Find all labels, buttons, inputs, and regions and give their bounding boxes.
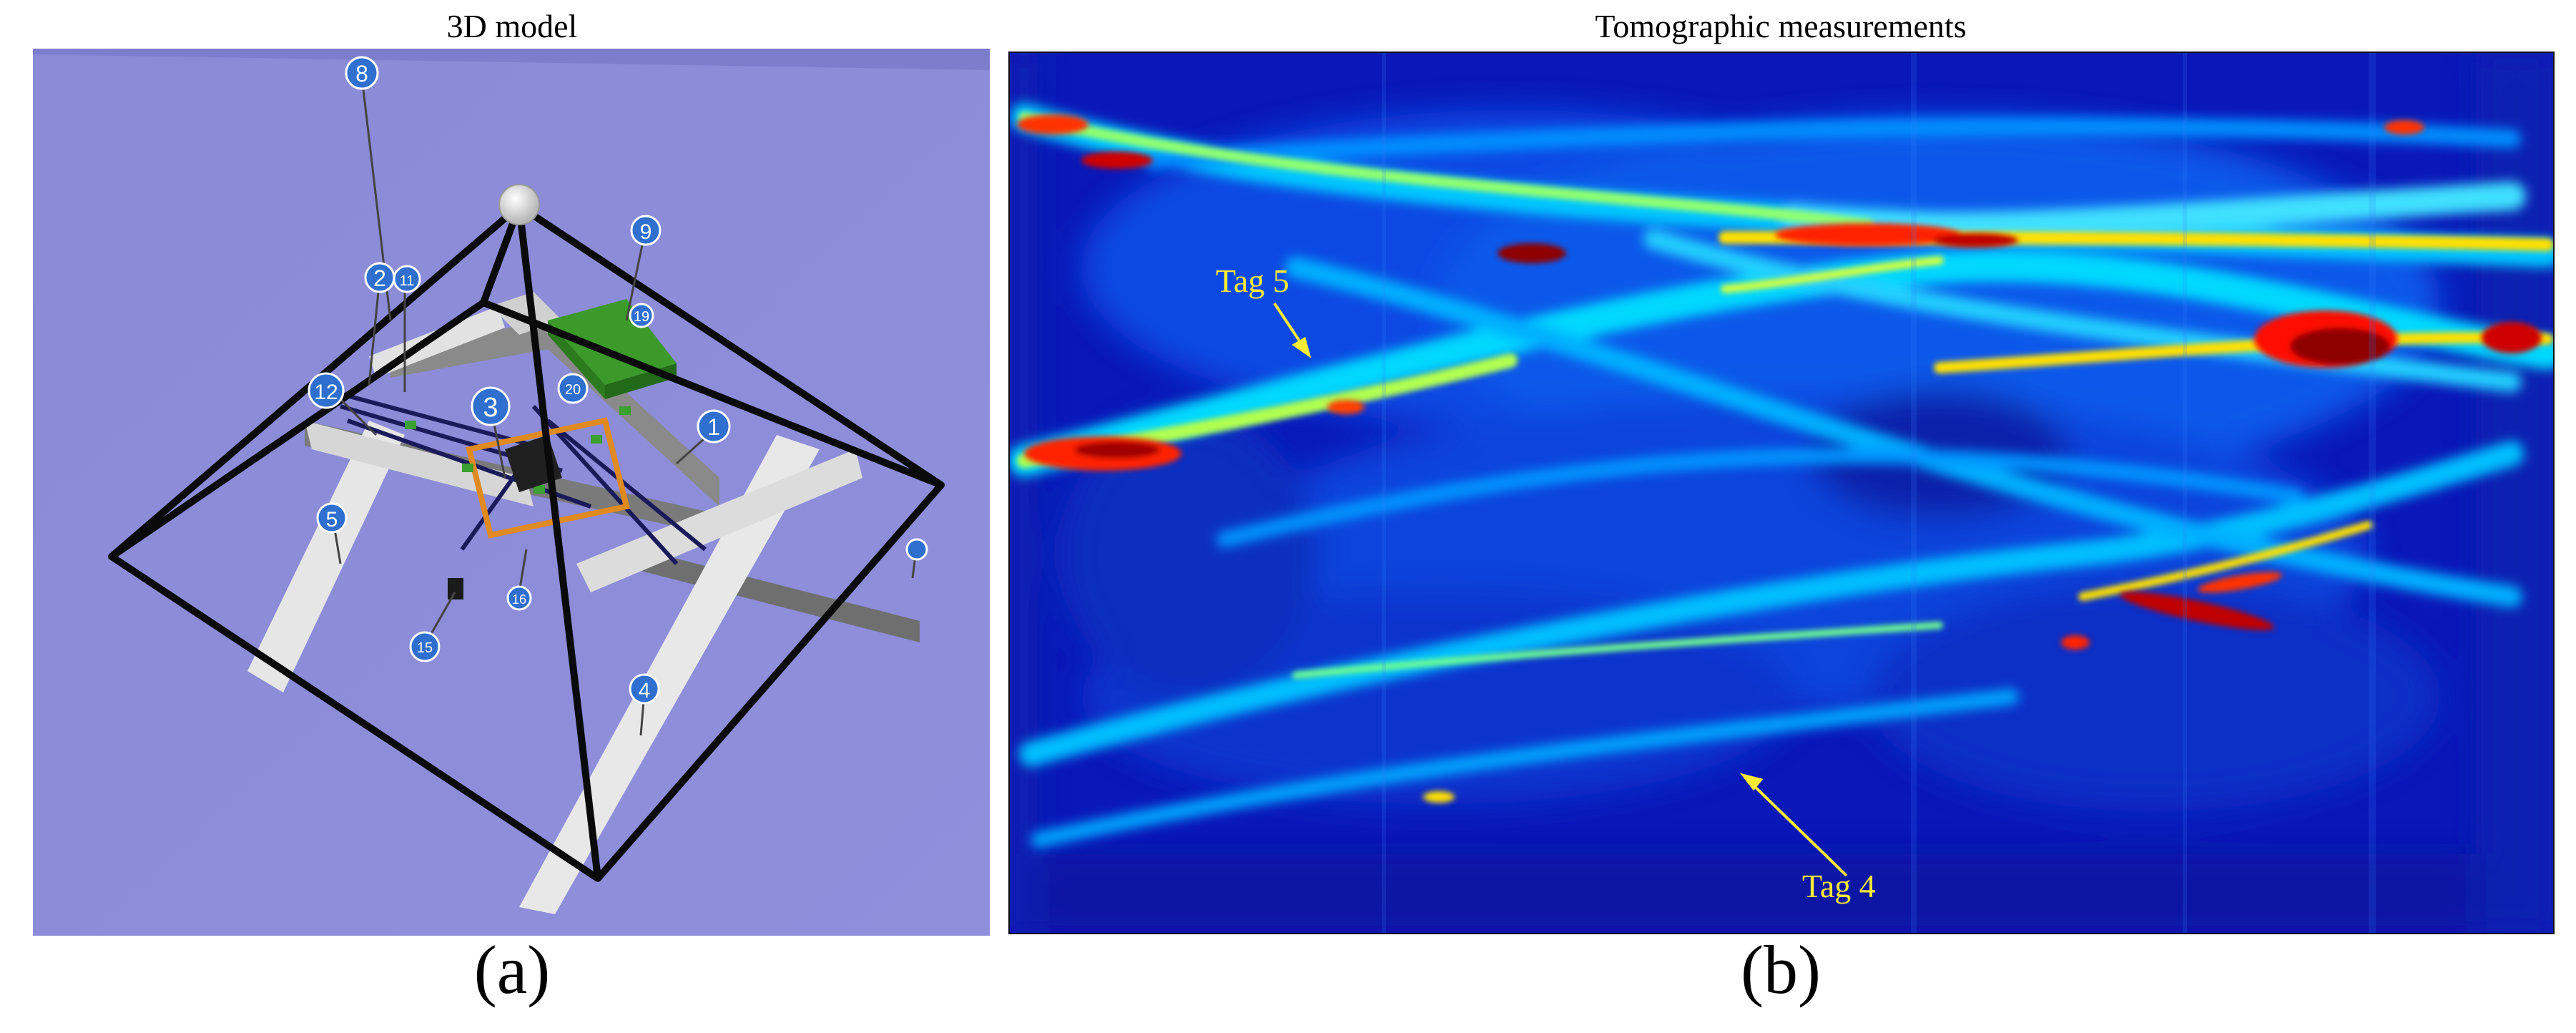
svg-text:12: 12 bbox=[314, 381, 338, 404]
svg-text:11: 11 bbox=[400, 273, 415, 289]
support-leg bbox=[247, 421, 405, 692]
svg-text:9: 9 bbox=[640, 220, 652, 244]
marker-20: 20 bbox=[557, 373, 589, 404]
svg-text:3: 3 bbox=[483, 393, 498, 423]
panel-a-label: (a) bbox=[473, 931, 551, 1008]
panel-a-title: 3D model bbox=[446, 8, 578, 44]
svg-text:4: 4 bbox=[639, 679, 651, 702]
svg-text:2: 2 bbox=[373, 265, 386, 291]
svg-text:20: 20 bbox=[565, 382, 581, 398]
marker-11: 11 bbox=[393, 265, 421, 293]
marker-4: 4 bbox=[629, 673, 660, 705]
marker-3: 3 bbox=[471, 386, 511, 426]
svg-text:19: 19 bbox=[634, 309, 649, 325]
support-leg bbox=[519, 435, 820, 914]
svg-text:8: 8 bbox=[355, 61, 368, 87]
panel-b-title: Tomographic measurements bbox=[1595, 8, 1967, 44]
marker-9: 9 bbox=[630, 215, 662, 246]
marker-8: 8 bbox=[345, 56, 379, 90]
tag-5-label: Tag 5 bbox=[1216, 263, 1289, 299]
svg-text:16: 16 bbox=[512, 592, 526, 607]
apex-sphere bbox=[498, 184, 540, 225]
marker-2: 2 bbox=[364, 262, 395, 293]
model-3d-view: 8 2 11 9 19 12 3 20 1 5 15 16 4 bbox=[33, 49, 990, 936]
marker-16: 16 bbox=[506, 585, 532, 611]
svg-text:15: 15 bbox=[417, 640, 433, 656]
tag5-arrow bbox=[1273, 302, 1304, 348]
panel-b-label: (b) bbox=[1741, 931, 1821, 1008]
marker-15: 15 bbox=[409, 631, 441, 662]
pyramid-frame bbox=[108, 202, 945, 882]
marker-unlabeled bbox=[905, 538, 928, 561]
tag-4-label: Tag 4 bbox=[1802, 868, 1876, 904]
marker-12: 12 bbox=[308, 372, 345, 409]
marker-5: 5 bbox=[316, 502, 348, 534]
svg-text:1: 1 bbox=[707, 414, 720, 440]
marker-1: 1 bbox=[697, 409, 731, 444]
tomographic-heatmap bbox=[1008, 52, 2555, 934]
tag4-arrow bbox=[1749, 781, 1848, 877]
svg-text:5: 5 bbox=[326, 508, 338, 532]
marker-19: 19 bbox=[629, 303, 654, 328]
